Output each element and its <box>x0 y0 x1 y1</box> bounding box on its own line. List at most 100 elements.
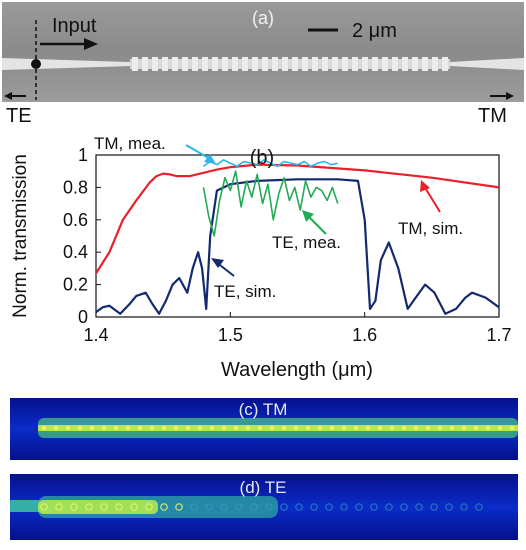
te-field-input <box>10 500 40 512</box>
te-field-dot <box>445 503 453 511</box>
te-label: TE <box>6 105 32 127</box>
te-field-dot <box>130 503 138 511</box>
annotation-tm-sim-arrow <box>423 185 441 213</box>
plot-area <box>95 154 500 318</box>
panel-d: (d) TE <box>10 474 518 540</box>
tm-field-dot <box>257 425 263 431</box>
panel-d-label: (d) TE <box>240 478 287 497</box>
grating-tooth <box>302 57 308 71</box>
tm-field-dot <box>101 425 107 431</box>
input-arrowhead <box>84 38 98 50</box>
grating <box>130 57 450 71</box>
annotation-te-sim: TE, sim. <box>214 282 276 301</box>
tm-field-dot <box>341 425 347 431</box>
tm-field-dot <box>461 425 467 431</box>
tm-field-dot <box>473 425 479 431</box>
chart-panel-b: 0 0.2 0.4 0.6 0.8 1 1.4 1.5 1.6 1.7 (b) Norm. tr… <box>10 134 512 381</box>
grating-tooth <box>242 57 248 71</box>
series-line-tm-sim <box>95 163 500 274</box>
annotation-te-sim-arrowhead <box>211 258 224 268</box>
x-tick-label: 1.7 <box>486 325 511 345</box>
te-field-dot <box>235 503 243 511</box>
grating-tooth <box>352 57 358 71</box>
grating-tooth <box>232 57 238 71</box>
te-field-dot <box>280 503 288 511</box>
y-tick-label: 0.6 <box>63 210 88 230</box>
tm-field-dot <box>377 425 383 431</box>
y-ticks: 0 0.2 0.4 0.6 0.8 1 <box>63 145 101 327</box>
te-field-dot <box>355 503 363 511</box>
te-field-dot <box>430 503 438 511</box>
te-field-dot <box>415 503 423 511</box>
te-field-dot <box>220 503 228 511</box>
panel-a: (a) 2 μm Input TE TM <box>2 2 524 127</box>
tm-field-dot <box>149 425 155 431</box>
te-arrowhead <box>4 92 12 100</box>
series-layer <box>95 159 500 315</box>
tm-field-dot <box>53 425 59 431</box>
grating-tooth <box>282 57 288 71</box>
input-marker-dot <box>31 59 41 69</box>
annotation-tm-sim: TM, sim. <box>398 219 463 238</box>
tm-field-dot <box>209 425 215 431</box>
te-field-dot <box>175 503 183 511</box>
grating-tooth <box>432 57 438 71</box>
annotation-te-mea-arrowhead <box>302 210 314 222</box>
grating-tooth <box>442 57 448 71</box>
x-ticks: 1.4 1.5 1.6 1.7 <box>83 312 512 345</box>
tm-field-dots <box>41 425 515 431</box>
y-tick-label: 0.8 <box>63 177 88 197</box>
te-field-dot <box>190 503 198 511</box>
tm-field-dot <box>41 425 47 431</box>
grating-tooth <box>262 57 268 71</box>
tm-field-dot <box>233 425 239 431</box>
grating-tooth <box>252 57 258 71</box>
scalebar-label: 2 μm <box>352 20 397 42</box>
te-field-dot <box>205 503 213 511</box>
grating-tooth <box>192 57 198 71</box>
tm-field-dot <box>485 425 491 431</box>
tm-field-dot <box>293 425 299 431</box>
tm-field-dot <box>173 425 179 431</box>
te-field-dot <box>145 503 153 511</box>
grating-tooth <box>272 57 278 71</box>
chart-title: (b) <box>250 147 274 169</box>
tm-field-dot <box>89 425 95 431</box>
grating-tooth <box>392 57 398 71</box>
tm-field-dot <box>77 425 83 431</box>
tm-field-dot <box>221 425 227 431</box>
te-field-dot <box>100 503 108 511</box>
te-field-dot <box>460 503 468 511</box>
tm-field-dot <box>413 425 419 431</box>
tm-field-core <box>38 425 518 431</box>
tm-field-dot <box>185 425 191 431</box>
input-label: Input <box>52 15 97 37</box>
te-field-dot <box>295 503 303 511</box>
te-field-dot <box>400 503 408 511</box>
te-field-dot <box>340 503 348 511</box>
y-axis-label: Norm. transmission <box>10 154 31 318</box>
grating-tooth <box>172 57 178 71</box>
x-tick-label: 1.4 <box>83 325 108 345</box>
te-field-bright <box>38 500 158 514</box>
grating-tooth <box>292 57 298 71</box>
x-tick-label: 1.5 <box>218 325 243 345</box>
tm-field-dot <box>401 425 407 431</box>
te-field-dot <box>265 503 273 511</box>
tm-field-dot <box>281 425 287 431</box>
tm-field-dot <box>329 425 335 431</box>
grating-tooth <box>162 57 168 71</box>
te-field-dot <box>385 503 393 511</box>
x-tick-label: 1.6 <box>352 325 377 345</box>
tm-field-dot <box>437 425 443 431</box>
te-field-dot <box>40 503 48 511</box>
grating-tooth <box>422 57 428 71</box>
tm-field-dot <box>65 425 71 431</box>
tm-field-dot <box>113 425 119 431</box>
grating-tooth <box>182 57 188 71</box>
grating-tooth <box>222 57 228 71</box>
grating-tooth <box>322 57 328 71</box>
te-field-dots <box>40 503 483 511</box>
grating-tooth <box>212 57 218 71</box>
